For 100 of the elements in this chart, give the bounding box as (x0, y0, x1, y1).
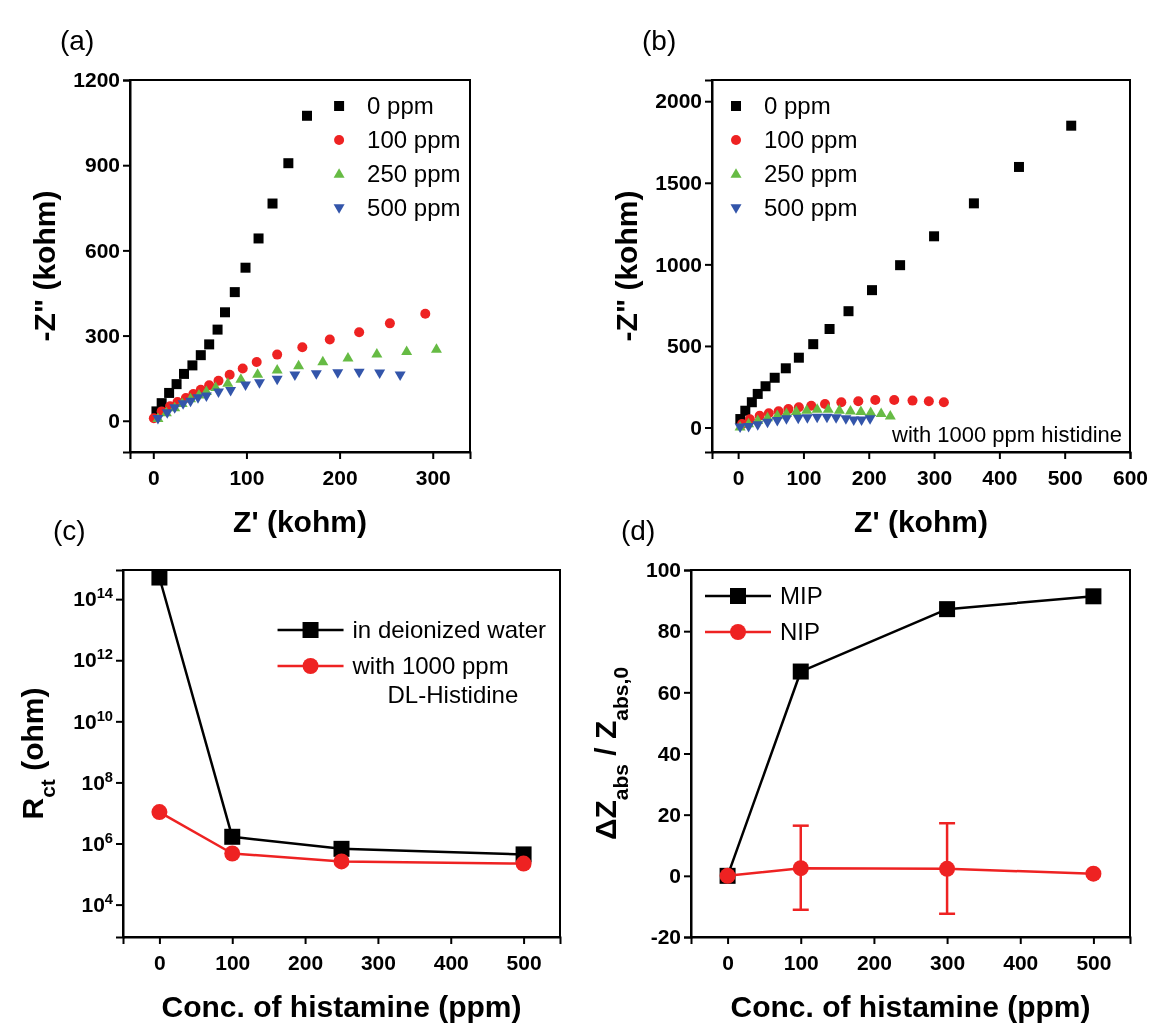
legend-label: 250 ppm (764, 160, 858, 188)
point (939, 860, 956, 877)
y-tick-label: 60 (657, 680, 681, 704)
point (752, 388, 763, 399)
chart-title: (c) (53, 515, 86, 546)
point (271, 375, 283, 386)
point (801, 404, 813, 414)
point (895, 260, 906, 271)
point (822, 403, 834, 413)
y-tick-label: 40 (657, 741, 681, 765)
point (192, 394, 204, 404)
point (220, 307, 231, 318)
point (792, 860, 809, 877)
y-tick-label: 600 (84, 238, 120, 262)
y-tick-label: 1500 (655, 171, 702, 195)
point (780, 415, 792, 425)
y-tick-label: 100 (645, 558, 681, 582)
point (185, 397, 197, 408)
point (855, 405, 867, 416)
chart-title: (a) (60, 25, 95, 56)
legend-label: 0 ppm (367, 92, 434, 120)
point (237, 363, 248, 374)
point (272, 349, 283, 360)
point (332, 369, 344, 379)
point (867, 285, 878, 296)
point (342, 351, 354, 362)
y-axis-title: -Z" (kohm) (28, 190, 61, 342)
point (164, 387, 175, 398)
legend-label: 0 ppm (764, 92, 831, 120)
point (224, 369, 235, 380)
x-axis-title: Z' (kohm) (854, 505, 988, 538)
point (515, 855, 532, 872)
point (1085, 588, 1102, 605)
annotation: with 1000 ppm histidine (891, 422, 1122, 447)
point (760, 381, 771, 392)
legend-label: 500 ppm (764, 194, 858, 222)
point (212, 324, 223, 335)
point (907, 395, 918, 406)
point (297, 342, 308, 353)
point (884, 410, 896, 420)
point (939, 601, 956, 618)
point (394, 371, 406, 382)
point (1066, 120, 1077, 131)
y-tick-label: 10$^{8}$ (81, 768, 113, 794)
y-tick-label: 500 (666, 334, 702, 358)
point (771, 417, 783, 427)
x-tick-label: 100 (215, 951, 251, 975)
x-tick-label: 0 (732, 466, 745, 490)
point (229, 287, 240, 298)
point (225, 386, 237, 397)
point (864, 415, 876, 425)
x-tick-label: 200 (851, 466, 887, 490)
x-tick-label: 200 (856, 951, 892, 975)
point (252, 368, 264, 378)
x-tick-label: 100 (786, 466, 822, 490)
point (224, 828, 241, 845)
point (762, 418, 774, 429)
legend-label: with 1000 ppm DL-Histidine (351, 652, 519, 709)
point (253, 379, 265, 389)
point (200, 392, 212, 403)
point (1013, 161, 1024, 172)
point (808, 339, 819, 350)
point (792, 414, 804, 425)
point (848, 416, 860, 426)
point (253, 233, 264, 244)
point (830, 414, 842, 424)
point (401, 345, 413, 355)
point (213, 375, 224, 386)
point (843, 306, 854, 317)
chart-title: (b) (642, 25, 677, 56)
point (938, 397, 949, 408)
y-tick-label: 2000 (655, 89, 702, 113)
point (780, 363, 791, 374)
y-tick-label: 10$^{4}$ (81, 890, 114, 916)
point (811, 403, 823, 413)
point (968, 198, 979, 209)
point (929, 231, 940, 242)
point (875, 407, 887, 418)
point (267, 198, 278, 209)
point (384, 318, 395, 329)
x-axis-title: Conc. of histamine (ppm) (730, 990, 1091, 1023)
point (752, 421, 764, 431)
point (151, 804, 168, 821)
y-tick-label: 0 (108, 408, 120, 432)
point (353, 368, 365, 379)
y-tick-label: 10$^{6}$ (81, 829, 113, 855)
x-tick-label: 400 (1003, 951, 1039, 975)
legend-label: 500 ppm (367, 194, 461, 222)
y-tick-label: 10$^{10}$ (73, 707, 113, 733)
y-axis-title: -Z" (kohm) (610, 190, 643, 342)
point (310, 370, 322, 380)
point (374, 369, 386, 380)
point (195, 350, 206, 361)
point (251, 356, 262, 367)
point (430, 343, 442, 353)
y-tick-label: 0 (669, 864, 681, 888)
y-tick-label: 900 (84, 153, 120, 177)
point (204, 339, 215, 350)
legend-label: 250 ppm (367, 160, 461, 188)
x-tick-label: 100 (229, 466, 265, 490)
